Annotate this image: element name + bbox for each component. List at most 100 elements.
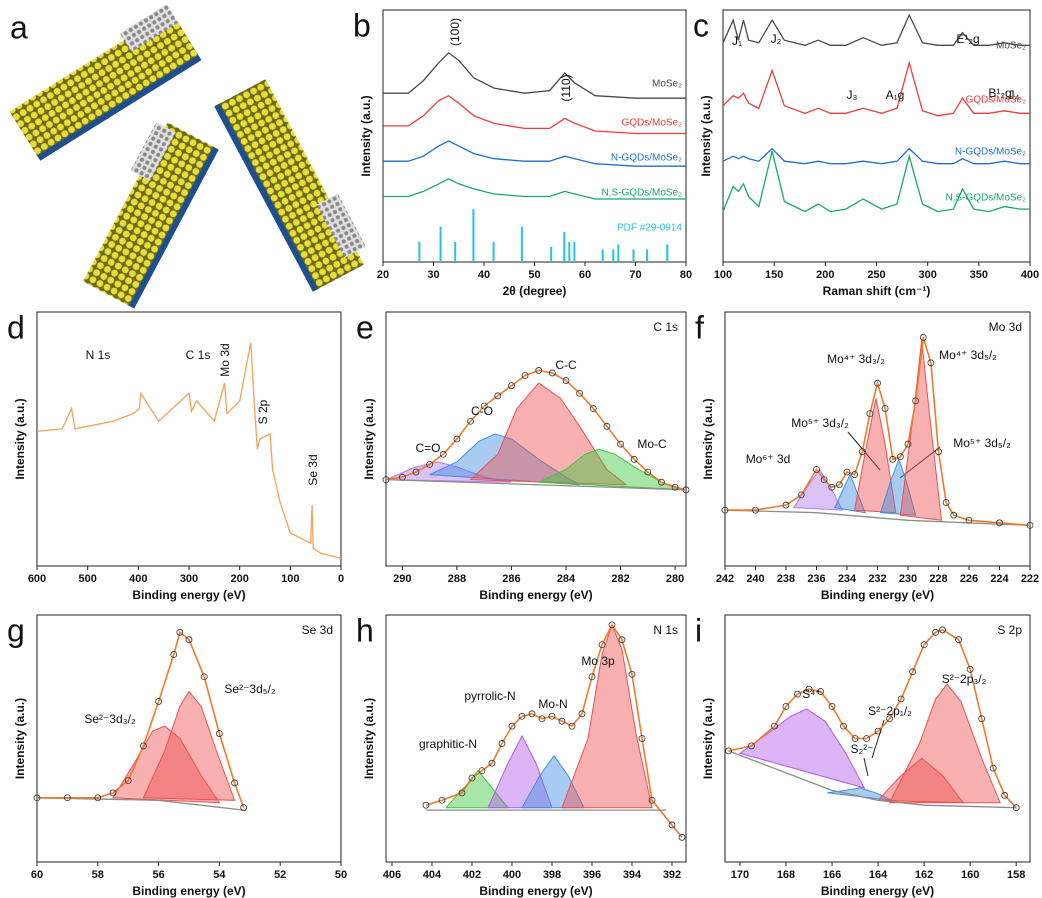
x-tick-label: 60 — [31, 869, 43, 881]
x-tick-label: 30 — [427, 269, 439, 281]
legend-label: S₂²⁻ — [851, 742, 874, 756]
x-tick-label: 234 — [838, 573, 857, 585]
x-tick-label: 226 — [960, 573, 978, 585]
x-tick-label: 56 — [152, 869, 164, 881]
x-tick-label: 50 — [528, 269, 540, 281]
x-tick-label: 168 — [777, 869, 795, 881]
x-tick-label: 398 — [543, 869, 561, 881]
spectrum-line — [723, 15, 1030, 45]
panel-letter: d — [7, 309, 25, 345]
x-tick-label: 230 — [899, 573, 917, 585]
legend-label: PDF #29-0914 — [617, 223, 682, 234]
x-axis-label: 2θ (degree) — [503, 284, 567, 298]
panel: f242240238236234232230228226224222Bindin… — [695, 309, 1039, 602]
x-tick-label: 288 — [448, 573, 466, 585]
panel-letter: e — [356, 309, 374, 345]
legend-label: graphitic-N — [419, 737, 477, 751]
legend-label: Se²⁻3d₃/₂ — [84, 712, 136, 726]
x-tick-label: 70 — [629, 269, 641, 281]
x-axis-label: Binding energy (eV) — [821, 588, 934, 602]
legend-label: Se²⁻3d₅/₂ — [224, 682, 276, 696]
x-tick-label: 400 — [503, 869, 521, 881]
legend-label: C-O — [471, 404, 493, 418]
x-axis-label: Binding energy (eV) — [479, 884, 592, 898]
panel-letter: c — [693, 7, 709, 43]
annotation: E¹₂g — [956, 32, 979, 46]
x-tick-label: 100 — [281, 573, 299, 585]
y-axis-label: Intensity (a.u.) — [699, 95, 713, 176]
legend-label: Mo⁴⁺ 3d₃/₂ — [827, 352, 885, 366]
annotation: (110) — [559, 74, 573, 101]
x-tick-label: 162 — [915, 869, 933, 881]
legend-label: Mo⁶⁺ 3d — [746, 452, 791, 466]
x-tick-label: 52 — [274, 869, 286, 881]
x-tick-label: 60 — [579, 269, 591, 281]
panel-title: Se 3d — [302, 623, 333, 637]
legend-label: N-GQDs/MoSe₂ — [955, 147, 1026, 158]
x-tick-label: 80 — [680, 269, 692, 281]
x-tick-label: 300 — [918, 269, 936, 281]
x-tick-label: 166 — [823, 869, 841, 881]
x-tick-label: 160 — [961, 869, 979, 881]
fit-component — [900, 340, 941, 520]
panel-letter: i — [695, 612, 702, 648]
x-axis-label: Binding energy (eV) — [479, 588, 592, 602]
panel: e290288286284282280Binding energy (eV)In… — [356, 309, 689, 602]
illustration — [5, 4, 372, 308]
x-tick-label: 394 — [623, 869, 642, 881]
x-tick-label: 406 — [383, 869, 401, 881]
x-tick-label: 392 — [663, 869, 681, 881]
panel: h406404402400398396394392Binding energy … — [356, 612, 686, 898]
y-axis-label: Intensity (a.u.) — [701, 398, 715, 479]
panel-letter: g — [7, 612, 25, 648]
spectrum-line — [383, 53, 686, 98]
x-tick-label: 300 — [180, 573, 198, 585]
x-tick-label: 400 — [129, 573, 147, 585]
x-tick-label: 238 — [777, 573, 795, 585]
legend-label: Mo⁵⁺ 3d₅/₂ — [953, 436, 1011, 450]
x-tick-label: 236 — [807, 573, 825, 585]
panel-title: S 2p — [997, 623, 1022, 637]
legend-label: C-C — [555, 358, 577, 372]
x-tick-label: 100 — [714, 269, 732, 281]
x-tick-label: 280 — [666, 573, 684, 585]
x-tick-label: 282 — [611, 573, 629, 585]
panel-letter: h — [356, 612, 374, 648]
spectrum-line — [723, 63, 1030, 116]
annotation: J₂ — [771, 32, 782, 46]
panel-letter: b — [353, 7, 371, 43]
y-axis-label: Intensity (a.u.) — [13, 398, 27, 479]
legend-label: S²⁻2p₁/₂ — [868, 704, 912, 718]
legend-label: MoSe₂ — [996, 41, 1026, 52]
panel-letter: a — [10, 9, 28, 45]
x-tick-label: 164 — [869, 869, 888, 881]
x-tick-label: 284 — [557, 573, 576, 585]
panel-title: C 1s — [653, 320, 678, 334]
x-tick-label: 170 — [731, 869, 749, 881]
annotation: J₃ — [847, 88, 858, 102]
panel-title: Mo 3d — [989, 320, 1022, 334]
x-axis-label: Binding energy (eV) — [132, 884, 245, 898]
legend-label: Mo-C — [637, 437, 667, 451]
x-tick-label: 200 — [816, 269, 834, 281]
x-tick-label: 200 — [230, 573, 248, 585]
x-tick-label: 0 — [338, 573, 344, 585]
panel: i 170 168 166 164 162 160 158 Binding energy (eV… — [695, 612, 1030, 898]
x-tick-label: 242 — [716, 573, 734, 585]
fit-component — [890, 684, 1001, 803]
x-tick-label: 232 — [868, 573, 886, 585]
x-tick-label: 396 — [583, 869, 601, 881]
x-tick-label: 54 — [213, 869, 226, 881]
plot-frame — [723, 10, 1030, 262]
x-tick-label: 222 — [1021, 573, 1039, 585]
y-axis-label: Intensity (a.u.) — [359, 95, 373, 176]
x-tick-label: 158 — [1007, 869, 1025, 881]
legend-label: Mo 3p — [581, 654, 615, 668]
x-axis-label: Binding energy (eV) — [821, 884, 934, 898]
legend-label: pyrrolic-N — [464, 689, 515, 703]
annotation: N 1s — [86, 348, 111, 362]
x-tick-label: 600 — [28, 573, 46, 585]
y-axis-label: Intensity (a.u.) — [362, 698, 376, 779]
x-tick-label: 500 — [78, 573, 96, 585]
